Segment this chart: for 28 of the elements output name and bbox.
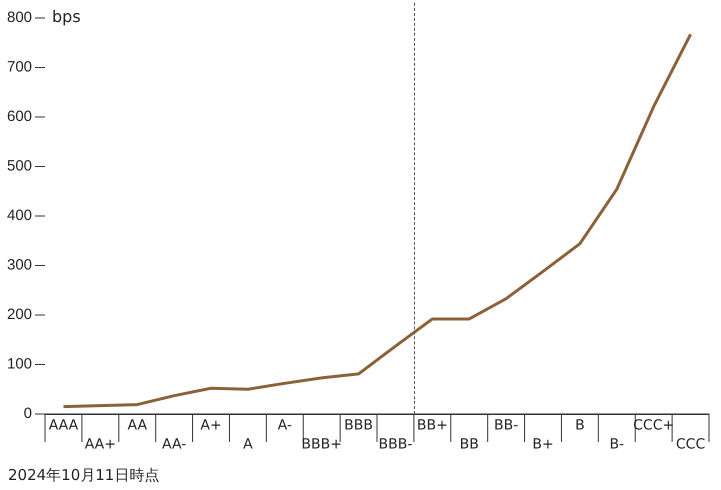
y-tick-label: 500 <box>6 158 32 175</box>
x-tick-label: A+ <box>200 418 222 434</box>
x-tick-label: AA- <box>162 436 186 453</box>
x-tick-label: A <box>243 436 254 453</box>
y-tick-label: 400 <box>6 207 32 224</box>
x-tick-label: CCC <box>676 436 706 453</box>
y-tick-label: 100 <box>6 356 32 373</box>
x-tick-label: BB- <box>494 418 518 434</box>
x-tick-label: B+ <box>532 436 554 453</box>
x-tick-label: BBB+ <box>301 436 342 453</box>
x-tick-label: AA+ <box>84 436 116 453</box>
x-tick-label: BBB <box>344 418 373 434</box>
text: 2024年10月11日時点 <box>8 466 160 485</box>
y-tick-label: 700 <box>6 58 32 76</box>
y-tick-label: 600 <box>6 108 32 126</box>
y-tick-label: 800 <box>6 9 32 26</box>
x-tick-label: AA <box>127 418 148 434</box>
x-tick-label: B- <box>609 436 624 453</box>
x-tick-label: BB+ <box>416 418 448 434</box>
y-tick-label: 0 <box>24 405 32 422</box>
y-axis-title: bps <box>52 7 81 26</box>
x-tick-label: BB <box>460 436 479 453</box>
x-tick-label: BBB- <box>378 436 412 453</box>
y-tick-label: 200 <box>6 306 32 324</box>
x-tick-label: AAA <box>48 418 79 434</box>
y-tick-label: 300 <box>6 256 32 274</box>
x-tick-label: B <box>575 418 585 434</box>
x-tick-label: A- <box>278 418 292 434</box>
